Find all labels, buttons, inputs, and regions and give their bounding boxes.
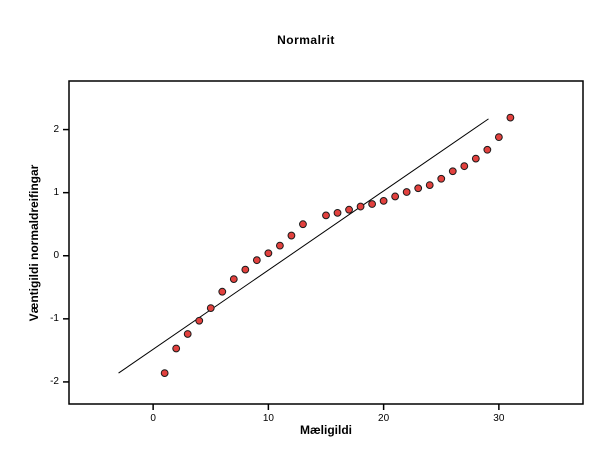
data-point [483, 145, 492, 154]
data-point [264, 249, 273, 258]
y-tick-label: -2 [50, 375, 59, 387]
data-point [276, 241, 284, 250]
data-point [252, 256, 261, 265]
fit-line [118, 118, 489, 374]
x-tick-label: 10 [262, 413, 274, 424]
y-tick-label: 1 [53, 186, 59, 198]
data-point [218, 287, 227, 296]
data-point [506, 113, 515, 122]
x-tick-label: 30 [493, 413, 505, 424]
data-point [160, 369, 169, 377]
y-tick-label: -1 [50, 312, 59, 324]
data-point [241, 265, 250, 274]
data-point [183, 330, 192, 338]
data-point [195, 316, 204, 325]
data-point [206, 304, 215, 313]
data-point [425, 181, 434, 189]
data-point [402, 188, 411, 196]
data-point [229, 275, 238, 283]
data-point [448, 167, 457, 176]
data-point [414, 184, 423, 193]
data-point [299, 220, 307, 229]
data-point [460, 162, 469, 171]
data-point [368, 200, 376, 208]
data-point [494, 133, 503, 142]
data-point [471, 154, 480, 163]
x-tick-label: 20 [378, 413, 390, 424]
data-point [322, 211, 330, 220]
data-point [345, 205, 353, 214]
data-point [391, 192, 400, 201]
data-point [172, 344, 181, 353]
chart-title: Normalrit [277, 33, 335, 47]
data-point [287, 231, 296, 240]
x-axis-label: Mæligildi [300, 423, 352, 437]
data-point [379, 196, 388, 205]
data-point [356, 202, 365, 211]
plot-frame [68, 80, 584, 405]
data-point [437, 174, 446, 183]
y-tick-label: 0 [53, 249, 59, 261]
data-point [333, 208, 342, 217]
x-tick-label: 0 [150, 413, 156, 424]
y-tick-label: 2 [53, 123, 59, 135]
